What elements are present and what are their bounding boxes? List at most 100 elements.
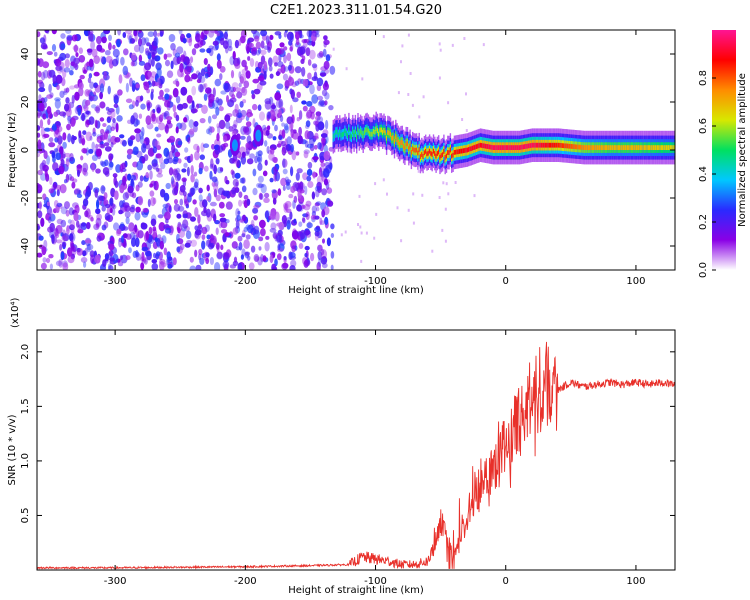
noise-cell bbox=[281, 262, 288, 270]
noise-cell bbox=[190, 173, 195, 183]
noise-cell bbox=[201, 30, 208, 38]
noise-cell bbox=[257, 156, 261, 162]
noise-cell bbox=[91, 104, 97, 109]
signal-cell bbox=[516, 145, 518, 150]
noise-cell bbox=[102, 167, 110, 175]
noise-cell bbox=[49, 263, 54, 270]
noise-cell bbox=[145, 172, 149, 179]
noise-cell bbox=[290, 166, 294, 177]
noise-cell bbox=[131, 80, 136, 86]
noise-cell bbox=[247, 113, 251, 118]
noise-cell bbox=[122, 175, 127, 186]
noise-cell bbox=[74, 204, 80, 214]
signal-cell bbox=[565, 143, 567, 149]
signal-cell bbox=[512, 145, 514, 150]
noise-cell bbox=[269, 34, 274, 41]
noise-cell bbox=[145, 115, 152, 125]
signal-cell bbox=[609, 145, 612, 150]
noise-cell bbox=[266, 146, 270, 154]
signal-cell bbox=[451, 153, 453, 159]
noise-cell bbox=[365, 231, 368, 235]
signal-cell bbox=[612, 145, 614, 150]
noise-cell bbox=[222, 135, 228, 143]
noise-cell bbox=[92, 131, 97, 137]
signal-cell bbox=[527, 143, 530, 149]
noise-cell bbox=[274, 92, 282, 101]
noise-cell bbox=[55, 65, 62, 72]
noise-cell bbox=[62, 141, 67, 149]
noise-cell bbox=[71, 34, 78, 42]
noise-cell bbox=[238, 82, 242, 88]
noise-cell bbox=[283, 54, 287, 64]
noise-cell bbox=[150, 196, 156, 207]
noise-cell bbox=[145, 143, 151, 150]
noise-cell bbox=[155, 167, 160, 172]
noise-cell bbox=[109, 257, 115, 262]
signal-cell bbox=[434, 151, 436, 156]
noise-cell bbox=[102, 259, 107, 267]
noise-cell bbox=[243, 239, 250, 250]
noise-cell bbox=[143, 81, 150, 91]
signal-cell bbox=[391, 135, 393, 141]
signal-cell bbox=[560, 143, 562, 148]
noise-cell bbox=[259, 111, 265, 121]
noise-cell bbox=[83, 261, 87, 268]
noise-cell bbox=[276, 234, 283, 244]
noise-cell bbox=[129, 77, 133, 87]
noise-cell bbox=[217, 145, 224, 153]
signal-cell bbox=[421, 152, 423, 157]
noise-cell bbox=[69, 152, 74, 162]
noise-cell bbox=[218, 201, 225, 209]
noise-cell bbox=[189, 265, 197, 270]
noise-cell bbox=[232, 178, 239, 187]
noise-cell bbox=[121, 235, 124, 244]
signal-cell bbox=[486, 144, 488, 149]
noise-cell bbox=[59, 244, 63, 251]
noise-cell bbox=[195, 264, 202, 270]
signal-cell bbox=[393, 139, 396, 144]
noise-cell bbox=[289, 211, 293, 220]
noise-cell bbox=[192, 199, 197, 205]
noise-cell bbox=[287, 76, 295, 86]
noise-cell bbox=[48, 188, 54, 194]
noise-cell bbox=[48, 208, 53, 218]
noise-cell bbox=[37, 252, 43, 258]
signal-cell bbox=[660, 145, 663, 150]
signal-cell bbox=[473, 145, 475, 150]
noise-cell bbox=[211, 143, 215, 150]
noise-cell bbox=[231, 94, 236, 100]
noise-cell bbox=[240, 254, 244, 260]
noise-cell bbox=[37, 132, 41, 138]
signal-cell bbox=[649, 145, 651, 150]
noise-cell bbox=[216, 35, 222, 41]
noise-cell bbox=[204, 83, 208, 89]
noise-cell bbox=[53, 183, 57, 190]
noise-cell bbox=[193, 171, 198, 177]
noise-cell bbox=[209, 126, 215, 133]
noise-cell bbox=[203, 93, 208, 101]
noise-cell bbox=[252, 168, 257, 177]
noise-cell bbox=[93, 71, 100, 77]
noise-cell bbox=[438, 42, 441, 46]
noise-cell bbox=[283, 256, 287, 264]
noise-cell bbox=[106, 138, 111, 143]
signal-cell bbox=[458, 149, 461, 154]
noise-cell bbox=[115, 122, 119, 133]
noise-cell bbox=[159, 75, 165, 85]
noise-cell bbox=[148, 236, 155, 244]
x-tick-label: -100 bbox=[364, 276, 387, 287]
signal-cell bbox=[354, 129, 357, 135]
noise-cell bbox=[262, 124, 267, 131]
noise-cell bbox=[316, 261, 321, 270]
noise-cell bbox=[119, 184, 125, 194]
signal-cell bbox=[428, 148, 431, 154]
noise-cell bbox=[186, 95, 193, 104]
signal-cell bbox=[482, 143, 484, 149]
noise-cell bbox=[277, 61, 284, 68]
signal-cell bbox=[652, 145, 655, 150]
noise-cell bbox=[318, 99, 325, 106]
figure-title: C2E1.2023.311.01.54.G20 bbox=[270, 3, 442, 18]
noise-cell bbox=[245, 70, 251, 79]
noise-cell bbox=[80, 155, 84, 161]
noise-cell bbox=[250, 245, 256, 253]
